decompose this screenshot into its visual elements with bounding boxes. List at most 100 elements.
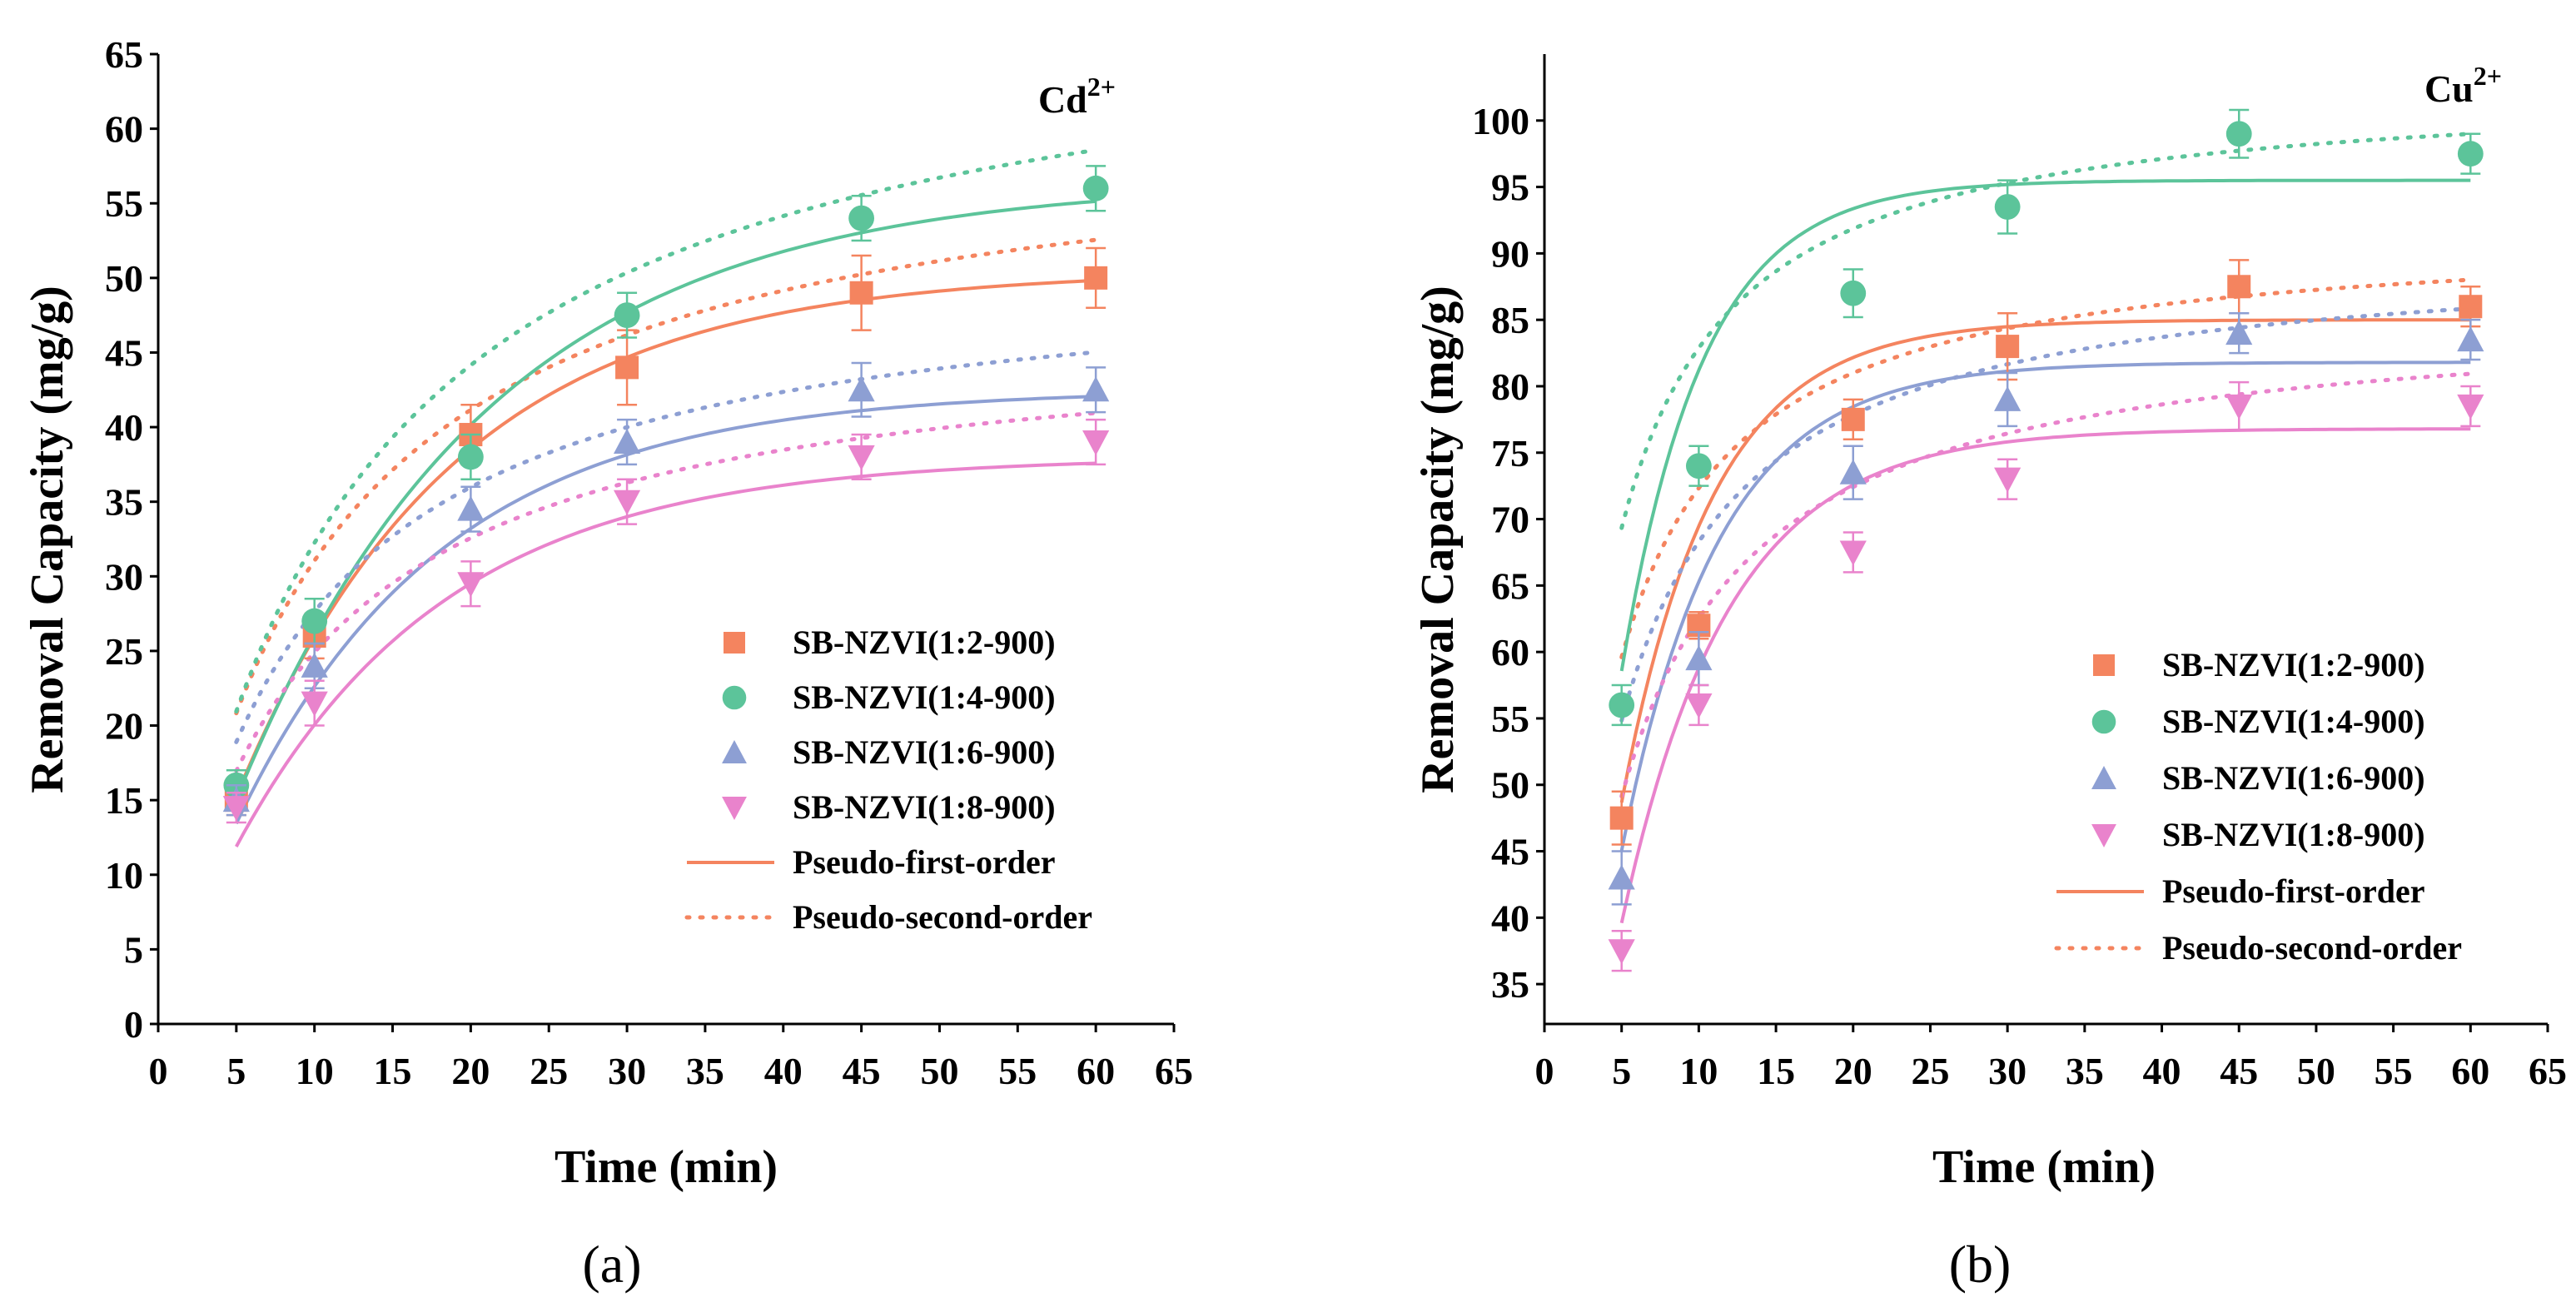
legend-label-pso: Pseudo-second-order (793, 898, 1092, 936)
data-point-series-1 (1084, 266, 1108, 290)
x-tick-label: 50 (920, 1050, 958, 1092)
legend: SB-NZVI(1:2-900) SB-NZVI(1:4-900) SB-NZVI(… (2054, 646, 2462, 967)
pfo-fit-line-series-2 (234, 199, 1097, 800)
data-point-series-3 (613, 428, 641, 454)
x-tick-label: 60 (1077, 1050, 1115, 1092)
y-tick-label: 70 (1491, 499, 1529, 541)
pso-fit-line-series-1 (1619, 277, 2473, 659)
data-point-series-2 (301, 608, 328, 634)
pfo-fit-line-series-3 (234, 395, 1097, 825)
data-point-series-4 (1608, 939, 1635, 965)
data-point-series-4 (1685, 693, 1713, 719)
y-tick-label: 0 (124, 1003, 143, 1046)
legend-label: SB-NZVI(1:4-900) (2162, 703, 2425, 740)
ion-label: Cu2+ (2424, 61, 2502, 110)
data-point-series-1 (1609, 806, 1634, 830)
x-tick-label: 40 (764, 1050, 803, 1092)
pso-fit-line-series-3 (1619, 306, 2473, 723)
y-tick-label: 50 (105, 257, 143, 300)
data-point-series-4 (301, 691, 328, 717)
data-point-series-3 (1994, 385, 2022, 411)
x-tick-label: 25 (1911, 1050, 1949, 1092)
y-tick-label: 35 (105, 481, 143, 524)
data-point-series-2 (1840, 280, 1867, 306)
y-tick-label: 90 (1491, 232, 1529, 275)
legend-marker-series-3 (722, 740, 747, 763)
x-tick-label: 10 (1679, 1050, 1718, 1092)
data-point-series-3 (848, 376, 875, 402)
legend-marker-series-4 (722, 797, 747, 820)
legend-label: SB-NZVI(1:4-900) (793, 678, 1056, 716)
data-point-series-4 (1994, 467, 2022, 493)
data-point-series-1 (2227, 275, 2251, 299)
x-axis-title: Time (min) (1932, 1141, 2156, 1193)
legend-label: SB-NZVI(1:6-900) (2162, 759, 2425, 797)
legend-label: SB-NZVI(1:2-900) (2162, 646, 2425, 683)
x-tick-label: 0 (149, 1050, 168, 1092)
data-point-series-3 (1082, 376, 1110, 402)
x-tick-label: 65 (2529, 1050, 2567, 1092)
legend-label-pso: Pseudo-second-order (2162, 929, 2462, 967)
data-point-series-2 (1994, 194, 2021, 220)
data-point-series-1 (615, 355, 639, 380)
data-point-series-2 (614, 302, 640, 329)
ion-symbol: Cu (2424, 67, 2474, 110)
y-tick-label: 60 (1491, 631, 1529, 673)
data-point-series-2 (1082, 175, 1109, 201)
x-tick-label: 50 (2297, 1050, 2335, 1092)
x-tick-label: 60 (2451, 1050, 2489, 1092)
data-point-series-3 (301, 652, 328, 678)
pfo-fit-line-series-3 (1619, 360, 2471, 852)
x-tick-label: 5 (1612, 1050, 1631, 1092)
data-point-series-3 (1608, 864, 1635, 890)
legend-marker-series-1 (724, 632, 745, 654)
data-point-series-4 (848, 445, 875, 471)
y-tick-label: 25 (105, 630, 143, 673)
x-tick-label: 30 (1988, 1050, 2026, 1092)
x-axis-title: Time (min) (554, 1141, 778, 1193)
legend-marker-series-2 (2091, 709, 2116, 734)
x-tick-label: 55 (2375, 1050, 2413, 1092)
x-tick-label: 45 (843, 1050, 881, 1092)
x-tick-label: 20 (1834, 1050, 1872, 1092)
x-tick-label: 15 (374, 1050, 412, 1092)
y-tick-label: 75 (1491, 432, 1529, 475)
panel-label: (a) (582, 1235, 641, 1294)
data-point-series-1 (849, 281, 873, 305)
x-tick-label: 15 (1757, 1050, 1795, 1092)
data-point-series-2 (1685, 453, 1712, 480)
data-point-series-2 (2457, 141, 2484, 167)
pfo-fit-line-series-4 (1619, 427, 2471, 924)
y-tick-label: 85 (1491, 299, 1529, 341)
y-tick-label: 55 (105, 182, 143, 225)
legend: SB-NZVI(1:2-900) SB-NZVI(1:4-900) SB-NZVI(… (684, 624, 1092, 936)
x-tick-label: 5 (226, 1050, 246, 1092)
ion-label: Cd2+ (1038, 72, 1116, 121)
data-point-series-3 (457, 495, 485, 521)
pfo-fit-line-series-2 (1619, 178, 2471, 672)
y-tick-label: 100 (1472, 100, 1529, 142)
legend-label: SB-NZVI(1:2-900) (793, 624, 1056, 661)
data-point-series-2 (2225, 121, 2252, 147)
pso-fit-line-series-4 (234, 410, 1098, 773)
legend-label: SB-NZVI(1:8-900) (2162, 816, 2425, 853)
pfo-fit-line-series-4 (235, 461, 1097, 847)
legend-marker-series-4 (2091, 824, 2116, 847)
y-tick-label: 15 (105, 779, 143, 822)
x-tick-label: 10 (296, 1050, 334, 1092)
data-point-series-4 (2225, 394, 2253, 420)
data-point-series-4 (613, 490, 641, 515)
data-point-series-3 (2457, 326, 2484, 352)
ion-symbol: Cd (1038, 78, 1087, 121)
y-tick-label: 95 (1491, 166, 1529, 209)
data-point-series-3 (2225, 320, 2253, 345)
pso-fit-line-series-2 (234, 147, 1098, 714)
data-point-series-2 (457, 444, 484, 470)
data-point-series-3 (1839, 459, 1867, 485)
legend-marker-series-2 (722, 685, 747, 710)
y-tick-label: 5 (124, 928, 143, 971)
panel-label: (b) (1949, 1235, 2012, 1294)
y-tick-label: 65 (1491, 564, 1529, 607)
legend-marker-series-3 (2091, 766, 2116, 789)
pso-fit-line-series-3 (234, 350, 1098, 744)
